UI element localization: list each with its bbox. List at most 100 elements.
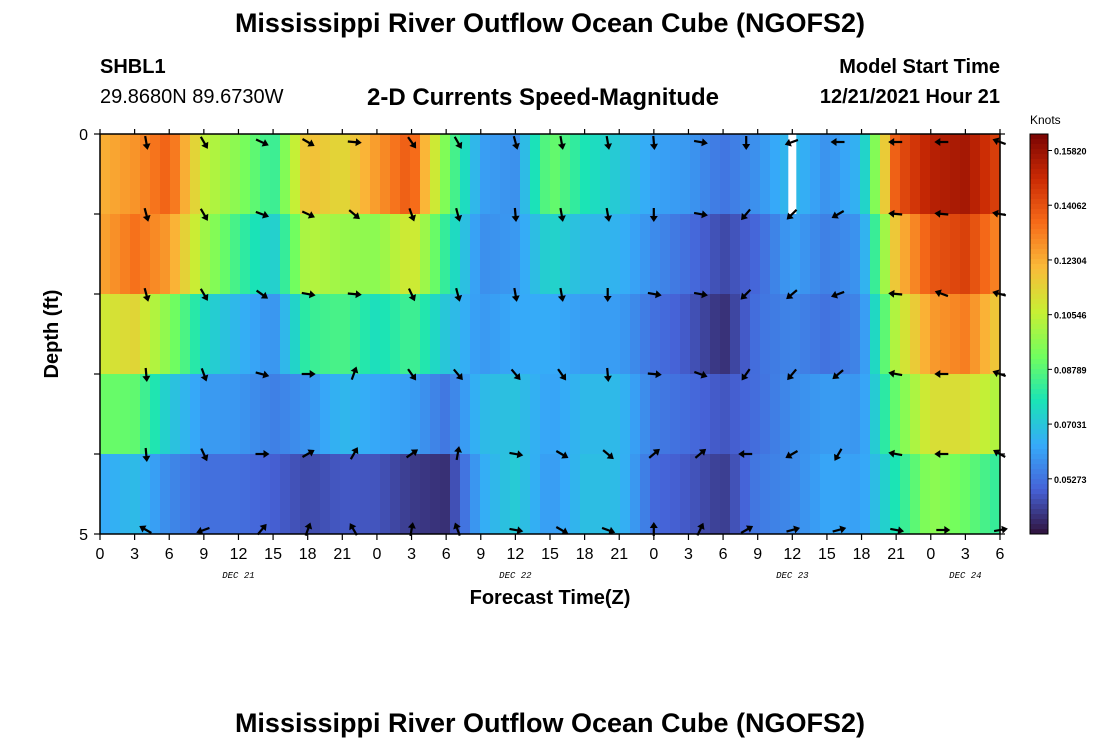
heatmap-cell [330, 134, 341, 215]
colorbar-segment [1030, 479, 1048, 485]
heatmap-cell [950, 454, 961, 535]
heatmap-cell [550, 294, 561, 375]
heatmap-cell [440, 454, 451, 535]
heatmap-cell [150, 294, 161, 375]
heatmap-cell [350, 214, 361, 295]
heatmap-cell [160, 374, 171, 455]
heatmap-cell [170, 374, 181, 455]
heatmap-cell [290, 134, 301, 215]
x-axis-ticks: 0 3 6 9 12 15 18 21 0 3 6 9 12 15 18 21 0 3 6 9 12 15 18 21 0 3 6 D… [96, 129, 1005, 581]
current-arrow [648, 448, 660, 459]
current-arrow-head [307, 449, 315, 457]
heatmap-cell [610, 214, 621, 295]
current-arrow-head [259, 523, 267, 532]
heatmap-cell [260, 454, 271, 535]
current-arrow-head [652, 448, 660, 456]
heatmap-cell [380, 214, 391, 295]
current-arrow [834, 448, 843, 461]
date-label: DEC 22 [499, 571, 532, 581]
heatmap-cell [320, 294, 331, 375]
current-arrow-head [260, 291, 269, 299]
current-arrow-head [698, 448, 707, 456]
heatmap-cell [230, 214, 241, 295]
heatmap-cell [950, 214, 961, 295]
heatmap-cell [150, 214, 161, 295]
current-arrow [832, 369, 844, 380]
current-arrow [301, 210, 315, 219]
heatmap-cell [460, 294, 471, 375]
heatmap-cell [690, 454, 701, 535]
x-tick-label: 15 [818, 546, 836, 563]
current-arrow-head [786, 292, 794, 300]
heatmap-cell [650, 374, 661, 455]
current-arrow [142, 135, 151, 150]
current-arrow [557, 135, 566, 150]
heatmap-cell [780, 454, 791, 535]
heatmap-cell [260, 374, 271, 455]
heatmap-cell [210, 134, 221, 215]
heatmap-cell [890, 214, 901, 295]
heatmap-cell [790, 294, 801, 375]
colorbar-segment [1030, 299, 1048, 305]
heatmap-cell [770, 374, 781, 455]
current-arrow-head [787, 372, 795, 381]
heatmap-cell [600, 214, 611, 295]
heatmap-cell [270, 374, 281, 455]
heatmap-cell [410, 214, 421, 295]
current-arrow [786, 289, 798, 300]
heatmap-cell [510, 214, 521, 295]
heatmap-cell [110, 374, 121, 455]
colorbar-tick-label: 0.08789 [1054, 365, 1087, 375]
heatmap-cell [590, 294, 601, 375]
heatmap-cell [430, 374, 441, 455]
heatmap-cell [630, 214, 641, 295]
heatmap-cell [180, 454, 191, 535]
heatmap-cell [140, 454, 151, 535]
heatmap-cell [850, 454, 861, 535]
heatmap-cell [210, 374, 221, 455]
colorbar-segment [1030, 284, 1048, 290]
heatmap-cell [340, 294, 351, 375]
current-arrow-head [784, 138, 792, 147]
current-arrow [142, 287, 151, 302]
heatmap-cell [830, 134, 841, 215]
current-arrow [510, 368, 521, 381]
colorbar-segment [1030, 329, 1048, 335]
current-arrow [888, 209, 903, 218]
model-start-value: 12/21/2021 Hour 21 [819, 86, 1000, 108]
heatmap-cell [330, 214, 341, 295]
heatmap-cell [630, 374, 641, 455]
current-arrow [693, 210, 708, 219]
heatmap-cell [720, 134, 731, 215]
heatmap-cell [740, 454, 751, 535]
heatmap-cell [890, 374, 901, 455]
current-arrow-head [139, 525, 147, 533]
heatmap-cell [400, 214, 411, 295]
heatmap-cell [880, 134, 891, 215]
current-arrow [512, 135, 520, 150]
current-arrow-head [142, 294, 151, 302]
current-arrow-head [304, 522, 313, 530]
current-arrow [694, 448, 707, 459]
missing-data-gap [788, 134, 797, 214]
heatmap-cell [560, 214, 571, 295]
current-arrow [255, 138, 269, 147]
colorbar-segment [1030, 529, 1048, 535]
main-title: Mississippi River Outflow Ocean Cube (NG… [234, 8, 866, 38]
current-arrow [601, 526, 616, 535]
heatmap-cell [730, 214, 741, 295]
heatmap-cell [280, 374, 291, 455]
x-tick-label: 9 [753, 546, 762, 563]
heatmap-cell [580, 214, 591, 295]
heatmap-cell [530, 454, 541, 535]
heatmap-cell [670, 134, 681, 215]
current-arrow [509, 526, 524, 535]
heatmap-cell [600, 454, 611, 535]
x-tick-label: 15 [541, 546, 559, 563]
heatmap-cell [350, 134, 361, 215]
heatmap-cell [450, 214, 461, 295]
heatmap-cell [960, 374, 971, 455]
heatmap-cell [270, 214, 281, 295]
colorbar-segment [1030, 264, 1048, 270]
heatmap-cell [850, 214, 861, 295]
